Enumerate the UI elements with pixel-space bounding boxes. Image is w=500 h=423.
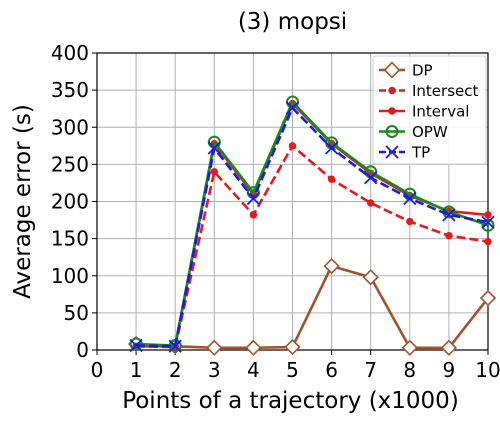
marker-stroke (364, 171, 378, 185)
y-tick-label: 150 (51, 227, 89, 251)
marker-stroke (385, 145, 399, 159)
series-tp (129, 101, 495, 353)
data-point (206, 339, 223, 356)
legend-label: Interval (412, 103, 469, 121)
x-tick-label: 0 (91, 358, 104, 382)
legend-item: DP (379, 62, 433, 80)
y-axis-title: Average error (s) (10, 104, 36, 299)
y-tick-label: 200 (51, 190, 89, 214)
legend-marker (385, 145, 399, 159)
marker-stroke (442, 208, 456, 222)
y-tick-label: 0 (76, 338, 89, 362)
data-point (210, 168, 219, 176)
y-tick-label: 350 (51, 78, 89, 102)
data-point (285, 101, 300, 115)
x-tick-label: 4 (247, 358, 260, 382)
data-point (362, 269, 379, 286)
data-point (481, 218, 495, 232)
x-tick-label: 6 (325, 358, 338, 382)
data-point (207, 141, 221, 155)
marker-stroke (403, 191, 417, 206)
marker-stroke (285, 101, 300, 115)
x-tick-label: 7 (364, 358, 377, 382)
legend-item: Interval (379, 103, 469, 121)
data-point (327, 175, 336, 183)
marker-stroke (481, 215, 495, 229)
data-point (288, 142, 297, 150)
legend-label: OPW (412, 123, 448, 141)
x-tick-label: 8 (403, 358, 416, 382)
legend-item: Intersect (379, 82, 478, 100)
marker-stroke (207, 141, 221, 155)
y-tick-label: 100 (51, 264, 89, 288)
x-tick-label: 10 (475, 358, 500, 382)
data-point (249, 211, 258, 219)
data-point (246, 191, 261, 206)
marker-stroke (246, 191, 261, 206)
data-point (484, 211, 492, 219)
data-point (324, 141, 339, 155)
legend-label: DP (412, 62, 433, 80)
data-point (445, 231, 453, 240)
legend-marker (388, 107, 396, 115)
y-tick-label: 50 (64, 301, 89, 325)
series-intersect (132, 142, 492, 351)
series-line (136, 106, 489, 348)
marker-stroke (324, 141, 339, 155)
chart-title: (3) mopsi (238, 9, 347, 35)
legend-label: TP (411, 144, 430, 162)
x-tick-label: 3 (208, 358, 221, 382)
data-point (442, 208, 456, 222)
data-point (245, 339, 262, 356)
legend-marker (388, 86, 396, 95)
legend-item: TP (379, 144, 430, 162)
data-point (406, 217, 414, 226)
legend-label: Intersect (412, 82, 478, 100)
data-point (323, 257, 340, 275)
marker-stroke (129, 338, 143, 353)
data-point (403, 191, 417, 206)
y-tick-label: 300 (51, 115, 89, 139)
data-point (129, 337, 143, 351)
data-point (168, 339, 182, 353)
data-point (481, 215, 495, 229)
series-line (136, 144, 489, 349)
x-tick-label: 1 (130, 358, 143, 382)
legend: DP Intersect Interval OPW TP (372, 55, 487, 165)
legend-item: OPW (379, 123, 448, 141)
x-tick-label: 2 (169, 358, 182, 382)
data-point (479, 289, 497, 307)
legend-marker (383, 61, 401, 79)
data-point (364, 171, 378, 185)
y-tick-label: 400 (51, 41, 89, 65)
data-point (484, 237, 492, 246)
y-tick-label: 250 (51, 152, 89, 176)
x-tick-label: 5 (286, 358, 299, 382)
series-line (136, 264, 490, 350)
x-tick-label: 9 (443, 358, 456, 382)
legend-box (372, 55, 487, 165)
data-point (440, 339, 458, 356)
legend-marker (385, 125, 399, 138)
data-point (367, 199, 375, 207)
data-point (129, 338, 143, 353)
marker-stroke (168, 339, 182, 353)
data-point (284, 338, 301, 356)
data-point (401, 339, 418, 356)
x-axis-title: Points of a trajectory (x1000) (122, 388, 459, 414)
